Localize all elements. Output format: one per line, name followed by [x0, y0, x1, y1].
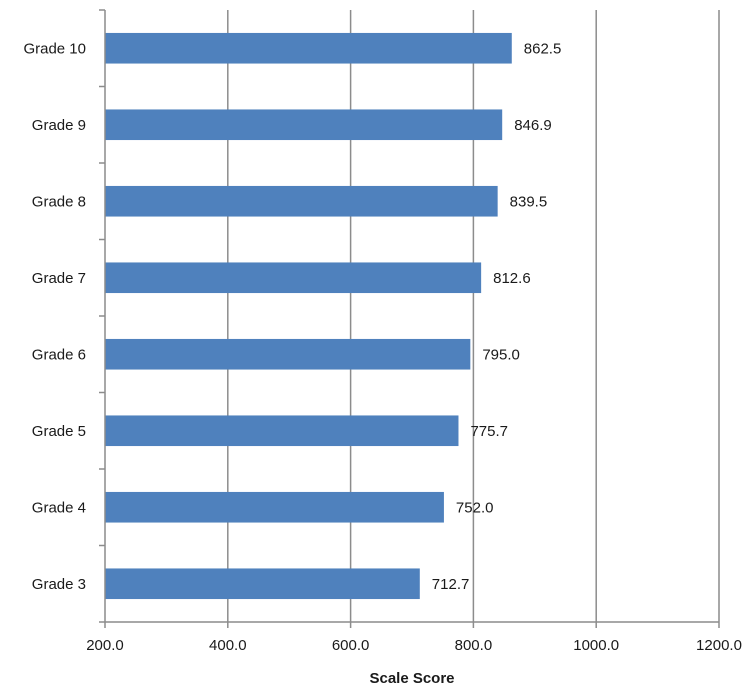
category-label: Grade 8: [32, 193, 86, 210]
data-label: 752.0: [456, 499, 494, 516]
gridlines: [227, 10, 720, 622]
bar: [105, 109, 503, 141]
x-tick-label: 200.0: [86, 637, 124, 654]
x-tick-label: 800.0: [455, 637, 493, 654]
data-label: 862.5: [524, 40, 562, 57]
x-tick-label: 1200.0: [696, 637, 742, 654]
category-label: Grade 9: [32, 117, 86, 134]
axes: [99, 9, 720, 628]
data-label: 775.7: [470, 423, 508, 440]
x-tick-label: 600.0: [332, 637, 370, 654]
category-label: Grade 4: [32, 499, 86, 516]
bar: [105, 415, 459, 447]
bar: [105, 262, 482, 294]
x-tick-label: 1000.0: [573, 637, 619, 654]
x-tick-label: 400.0: [209, 637, 247, 654]
bars: [105, 32, 512, 600]
x-axis-title: Scale Score: [369, 670, 454, 687]
data-label: 839.5: [510, 193, 548, 210]
data-label: 712.7: [432, 576, 470, 593]
bar: [105, 491, 444, 523]
bar: [105, 338, 471, 370]
labels: 200.0 400.0 600.0 800.0 1000.0 1200.0 Grade 10…: [23, 40, 741, 654]
category-label: Grade 5: [32, 423, 86, 440]
category-label: Grade 7: [32, 270, 86, 287]
bar: [105, 185, 498, 217]
category-label: Grade 3: [32, 576, 86, 593]
bar: [105, 32, 512, 64]
category-label: Grade 6: [32, 346, 86, 363]
data-label: 846.9: [514, 117, 552, 134]
category-label: Grade 10: [23, 40, 86, 57]
data-label: 812.6: [493, 270, 531, 287]
data-label: 795.0: [482, 346, 520, 363]
bar: [105, 568, 420, 600]
